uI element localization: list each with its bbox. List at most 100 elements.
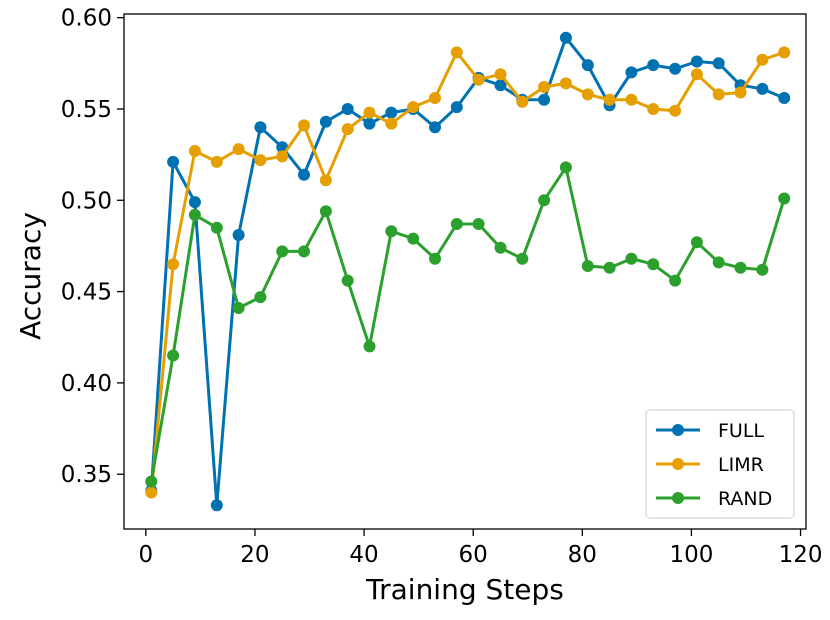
data-point <box>167 349 180 362</box>
data-point <box>669 104 682 117</box>
data-point <box>472 73 485 86</box>
y-tick-label: 0.40 <box>61 371 112 397</box>
data-point <box>669 274 682 287</box>
data-point <box>712 88 725 101</box>
data-point <box>298 168 310 181</box>
data-point <box>363 117 376 130</box>
data-point <box>756 263 769 276</box>
data-point <box>254 291 267 304</box>
y-tick-label: 0.50 <box>61 188 112 214</box>
data-point <box>210 155 223 168</box>
data-point <box>450 101 463 114</box>
legend-marker <box>672 492 684 504</box>
data-point <box>669 62 682 75</box>
data-point <box>385 225 398 238</box>
data-point <box>254 154 267 167</box>
data-point <box>559 77 572 90</box>
x-tick-label: 80 <box>568 542 597 568</box>
data-point <box>581 260 594 272</box>
data-point <box>625 93 638 106</box>
x-tick-label: 20 <box>240 542 269 568</box>
x-tick-label: 100 <box>669 542 713 568</box>
series-layer <box>145 31 791 512</box>
data-point <box>603 261 616 274</box>
data-point <box>538 81 551 93</box>
data-point <box>494 241 507 254</box>
data-point <box>276 245 289 258</box>
data-point <box>341 103 354 115</box>
legend-item-full: FULL <box>656 420 764 442</box>
data-point <box>756 82 769 95</box>
data-point <box>210 499 223 512</box>
data-point <box>538 93 551 106</box>
data-point <box>647 59 660 72</box>
series-limr <box>145 46 791 499</box>
data-point <box>429 121 441 134</box>
data-point <box>494 68 507 81</box>
legend-marker <box>672 458 684 470</box>
plot-frame <box>123 13 807 530</box>
legend-box <box>645 409 795 519</box>
data-point <box>363 340 376 353</box>
data-point <box>647 103 660 115</box>
y-tick-label: 0.55 <box>61 97 112 123</box>
data-point <box>429 252 441 265</box>
legend-label: LIMR <box>718 454 764 476</box>
data-point <box>494 79 507 92</box>
data-point <box>581 88 594 101</box>
data-point <box>538 194 551 207</box>
series-rand <box>145 161 791 488</box>
data-point <box>167 155 180 168</box>
data-point <box>298 119 310 132</box>
data-point <box>319 115 332 128</box>
data-point <box>778 192 791 205</box>
data-point <box>450 218 463 230</box>
data-point <box>756 53 769 66</box>
data-point <box>363 106 376 119</box>
x-tick-label: 40 <box>349 542 378 568</box>
data-point <box>625 252 638 265</box>
data-point <box>319 174 332 187</box>
x-tick-label: 0 <box>139 542 154 568</box>
data-point <box>385 106 398 119</box>
data-point <box>188 196 201 209</box>
data-point <box>276 150 289 163</box>
data-point <box>385 117 398 130</box>
y-axis-title: Accuracy <box>14 212 47 340</box>
y-tick-label: 0.45 <box>61 280 112 306</box>
data-point <box>341 274 354 287</box>
data-point <box>712 256 725 269</box>
data-point <box>232 143 245 156</box>
x-tick-label: 120 <box>779 542 823 568</box>
data-point <box>690 55 703 68</box>
legend-item-rand: RAND <box>656 488 772 510</box>
data-point <box>472 218 485 230</box>
data-point <box>581 59 594 72</box>
legend-label: FULL <box>718 420 764 442</box>
data-point <box>516 252 529 265</box>
data-point <box>516 95 529 108</box>
data-point <box>254 121 267 134</box>
data-point <box>603 93 616 106</box>
data-point <box>232 229 245 241</box>
data-point <box>188 208 201 221</box>
legend-item-limr: LIMR <box>656 454 764 476</box>
data-point <box>341 123 354 136</box>
data-point <box>690 68 703 81</box>
data-point <box>778 46 791 59</box>
data-point <box>407 232 420 245</box>
data-point <box>145 475 158 488</box>
data-point <box>734 86 747 99</box>
data-point <box>232 302 245 314</box>
data-point <box>647 258 660 271</box>
data-point <box>319 205 332 218</box>
data-point <box>429 92 441 104</box>
data-point <box>778 92 791 104</box>
data-point <box>625 66 638 79</box>
data-point <box>145 486 158 499</box>
data-point <box>188 145 201 157</box>
data-point <box>298 245 310 258</box>
x-tick-label: 60 <box>459 542 488 568</box>
data-point <box>559 161 572 174</box>
axes-layer: 0 20 40 60 80 100 120 0.35 0.40 0.45 0.50 0.55 0.60 <box>61 6 823 568</box>
